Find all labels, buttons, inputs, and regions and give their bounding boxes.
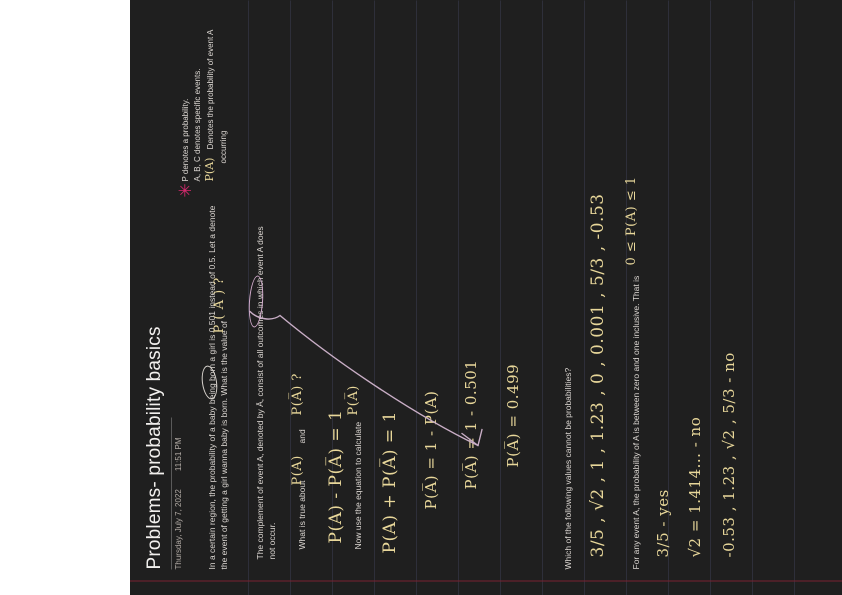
page-rule [794,0,795,595]
hand-values-list[interactable]: 3/5 , √2 , 1 , 1.23 , 0 , 0.001 , 5/3 , … [588,192,608,557]
page-rule [584,0,585,595]
page-rule [416,0,417,595]
pink-note-line-1[interactable]: P denotes a probability. [181,98,190,181]
title-underline [171,417,172,569]
page-rule [710,0,711,595]
now-use-math[interactable]: P(A̅) [346,384,361,415]
page-rule [500,0,501,595]
page-date: Thursday, July 7, 2022 [174,488,183,569]
pink-note-line-4[interactable]: occurring [219,130,228,163]
onenote-canvas: Problems- probability basics Thursday, J… [130,0,842,595]
pink-note-line-2[interactable]: A, B, C denotes specific events. [193,68,202,181]
page-time: 11:51 PM [174,437,183,471]
hand-answer-2[interactable]: √2 = 1.414... - no [686,416,704,557]
red-margin-rule [130,580,842,581]
page-rule [374,0,375,595]
hand-equation-5[interactable]: P(A̅) = 0.499 [504,363,522,467]
whats-true-label[interactable]: What is true about [297,480,307,549]
hand-answer-3[interactable]: -0.53 , 1.23 , √2 , 5/3 - no [720,351,738,557]
page-timestamp: Thursday, July 7, 2022 11:51 PM [174,437,183,569]
pink-note-math: P(A) [203,157,216,181]
inline-pa-math[interactable]: P ( A ) ? [212,276,227,333]
complement-line-2[interactable]: not occur. [267,522,277,559]
hand-equation-2[interactable]: P(A) + P(A̅) = 1 [380,410,400,553]
page-rule [542,0,543,595]
hand-equation-1[interactable]: P(A) - P(A̅) = 1 [326,409,346,543]
intro-line-2[interactable]: the event of getting a girl wanna baby i… [219,320,229,569]
hand-inequality[interactable]: 0 ≤ P(A) ≤ 1 [624,175,639,265]
page-rule [290,0,291,595]
pink-note-line-3-text: Denotes the probability of event A [206,29,215,149]
page-rule [752,0,753,595]
for-any-event-label[interactable]: For any event A, the probability of A is… [631,275,641,569]
hand-answer-1[interactable]: 3/5 - yes [654,488,672,557]
note-page[interactable]: Problems- probability basics Thursday, J… [130,0,842,595]
pink-note-line-3[interactable]: P(A) Denotes the probability of event A [203,29,217,181]
now-use-label[interactable]: Now use the equation to calculate [353,421,363,549]
hand-equation-4[interactable]: P(A̅) = 1 - 0.501 [462,359,480,489]
page-rule [626,0,627,595]
whats-true-math-b[interactable]: P(A̅) ? [290,372,305,415]
page-title[interactable]: Problems- probability basics [144,325,165,569]
which-values-label[interactable]: Which of the following values cannot be … [563,367,573,569]
hand-equation-3[interactable]: P(A̅) = 1 - P(A) [422,389,440,509]
pink-asterisk-marker[interactable]: ✳ [176,182,195,197]
page-rule [458,0,459,595]
whats-true-math-a[interactable]: P(A) [290,454,305,485]
whats-true-and: and [297,428,307,443]
